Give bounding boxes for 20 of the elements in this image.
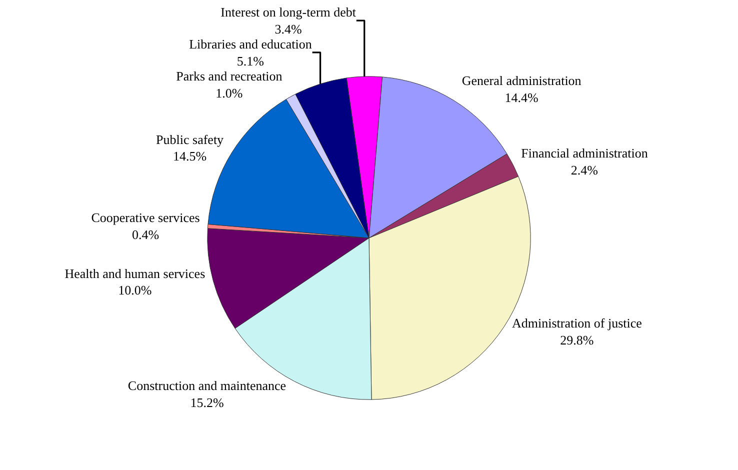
slice-label: Interest on long-term debt (220, 4, 356, 20)
data-label: 2.4% (570, 162, 598, 178)
data-label: 3.4% (274, 22, 302, 37)
slice-label: Administration of justice (512, 316, 642, 331)
data-label: 10.0% (118, 282, 152, 298)
slice-label: Libraries and education (189, 36, 312, 52)
slice-label: Health and human services (64, 266, 206, 281)
slice-label: Public safety (156, 132, 224, 147)
data-label: 5.1% (236, 53, 264, 68)
slice-label: Financial administration (521, 146, 648, 161)
data-label: 15.2% (190, 394, 224, 410)
data-label: 14.5% (172, 148, 207, 164)
data-label: 0.4% (132, 227, 160, 242)
slice-label: Parks and recreation (176, 68, 283, 84)
slice-label: Construction and maintenance (128, 378, 286, 393)
slice-label: Cooperative services (91, 210, 200, 226)
slice-label: General administration (462, 72, 582, 88)
data-label: 29.8% (560, 332, 594, 348)
data-label: 14.4% (504, 90, 539, 105)
data-label: 1.0% (216, 85, 243, 100)
